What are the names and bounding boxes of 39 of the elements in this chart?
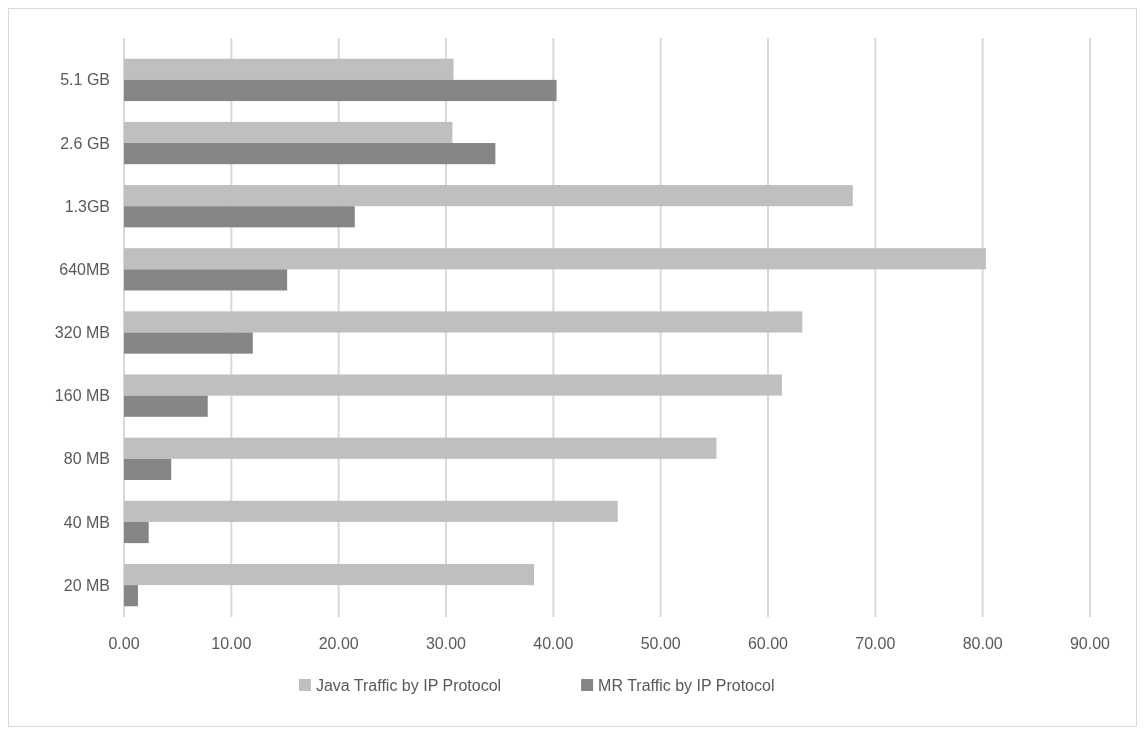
bar [124,521,149,544]
bar [124,563,535,586]
y-tick-label: 640MB [59,260,110,278]
bar [124,585,138,607]
bar [124,58,454,80]
bar [124,311,803,333]
y-tick-label: 5.1 GB [60,71,110,89]
y-tick-label: 2.6 GB [60,134,110,152]
legend-label: MR Traffic by IP Protocol [598,676,775,694]
x-tick-label: 40.00 [533,635,574,652]
x-tick-label: 10.00 [211,635,252,652]
x-tick-label: 20.00 [318,635,359,652]
y-tick-label: 80 MB [63,450,110,468]
bar [124,395,208,417]
y-tick-label: 1.3GB [64,197,110,215]
bar [124,437,717,459]
bar [124,206,355,228]
x-tick-label: 50.00 [640,635,681,652]
bar [124,79,557,102]
bar [124,458,172,480]
bar [124,248,986,270]
y-tick-label: 160 MB [54,387,110,405]
bar [124,121,453,144]
legend-label: Java Traffic by IP Protocol [315,676,502,694]
x-tick-label: 70.00 [855,635,896,652]
bar [124,143,496,165]
bar [124,374,782,396]
x-tick-label: 30.00 [425,635,467,652]
bar [124,500,618,522]
x-tick-label: 0.00 [108,635,140,652]
bar [124,185,853,207]
bar [124,332,253,354]
y-tick-label: 320 MB [54,324,110,342]
x-tick-label: 80.00 [962,635,1003,652]
x-tick-label: 90.00 [1069,635,1111,652]
bar [124,269,288,291]
y-tick-label: 20 MB [63,576,110,594]
x-tick-label: 60.00 [747,635,789,652]
y-tick-label: 40 MB [63,513,110,531]
